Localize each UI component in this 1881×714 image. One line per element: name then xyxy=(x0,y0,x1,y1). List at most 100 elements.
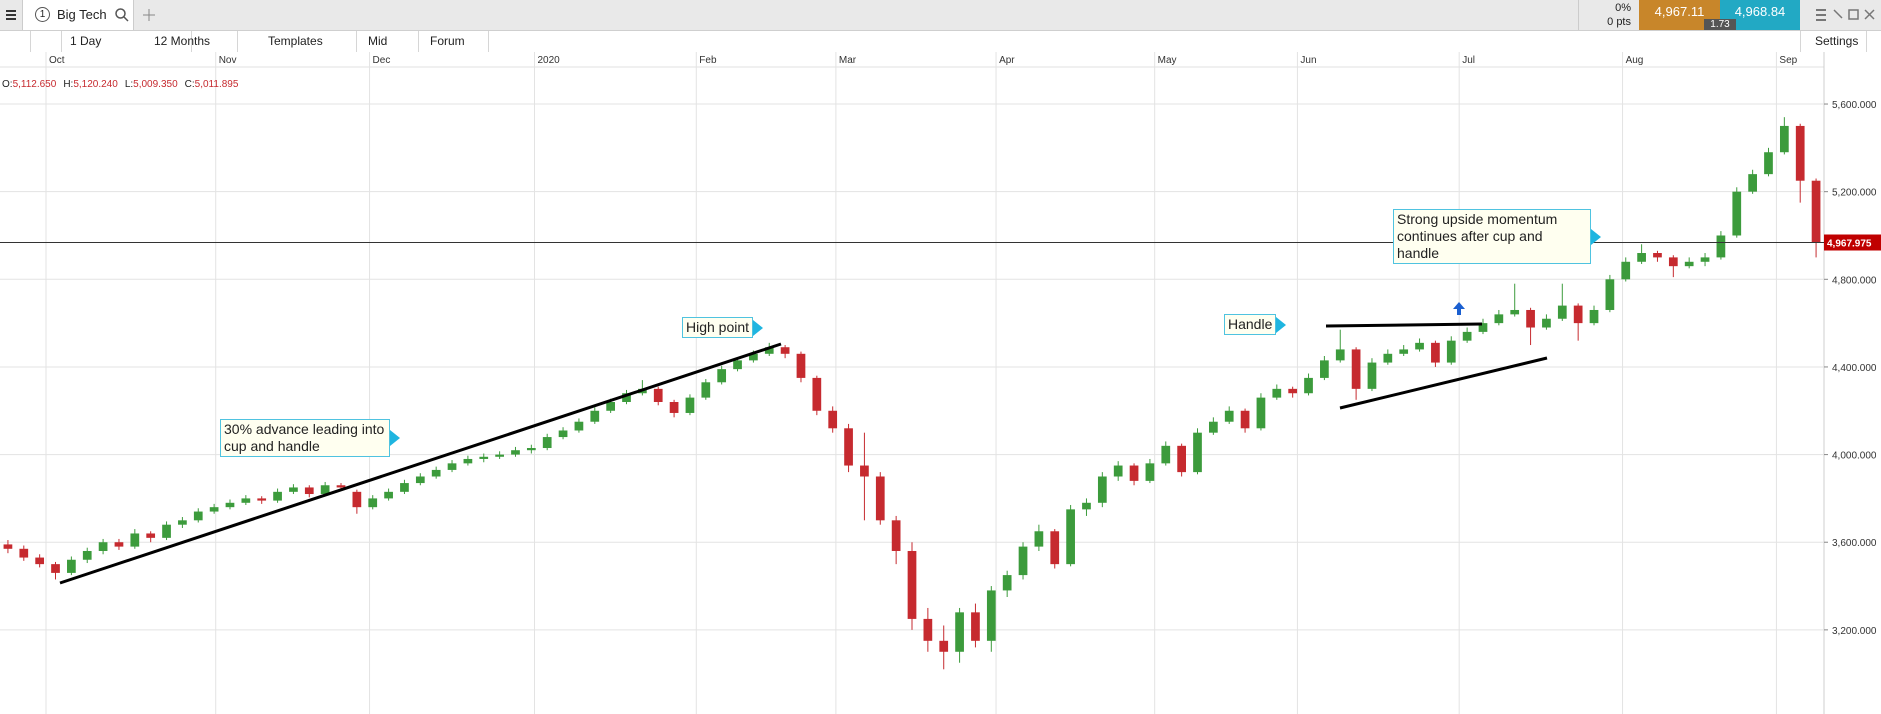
candle-body xyxy=(1526,309,1535,328)
candle-body xyxy=(812,377,822,411)
top-bar: 1 Big Tech 0% 0 pts 4,967.11 4,968.84 1.… xyxy=(0,0,1881,31)
candle-body xyxy=(1779,125,1789,153)
candle-body xyxy=(1097,476,1107,503)
candle-body xyxy=(1637,253,1646,262)
candle-body xyxy=(780,347,790,354)
candle-body xyxy=(1304,377,1313,394)
annotation[interactable]: 30% advance leading into cup and handle xyxy=(220,419,400,457)
ohlc-header: O:5,112.650 H:5,120.240 L:5,009.350 C:5,011… xyxy=(2,79,245,90)
ohlc-label: C: xyxy=(184,79,195,90)
grid-button[interactable] xyxy=(31,31,62,52)
candle-body xyxy=(400,483,409,492)
ohlc-label: L: xyxy=(124,79,134,90)
candle-body xyxy=(1811,180,1821,243)
candle-body xyxy=(1431,342,1440,363)
candle-body xyxy=(1193,432,1202,473)
change-pts: 0 pts xyxy=(1607,16,1631,28)
time-axis xyxy=(0,52,1881,67)
candle-body xyxy=(955,612,964,652)
layout-button[interactable] xyxy=(0,31,31,52)
candle-body xyxy=(669,402,679,413)
add-tab[interactable] xyxy=(142,8,156,22)
candle-body xyxy=(1335,349,1345,361)
sell-button[interactable]: 4,967.11 xyxy=(1639,0,1720,30)
candle-body xyxy=(289,487,298,492)
price-type-button[interactable]: Mid xyxy=(340,31,419,52)
candle-body xyxy=(685,397,695,413)
candle-body xyxy=(463,458,473,464)
candle-body xyxy=(717,369,727,383)
annotation[interactable]: Strong upside momentum continues after c… xyxy=(1393,209,1601,264)
candle-body xyxy=(1716,235,1726,258)
candle-body xyxy=(1351,349,1361,389)
candle-body xyxy=(1018,546,1028,576)
candle-body xyxy=(1177,445,1186,473)
candle-body xyxy=(225,502,235,508)
interval-button[interactable]: 1 Day xyxy=(62,31,192,52)
candle-body xyxy=(1002,575,1012,591)
candle-body xyxy=(1367,362,1377,389)
candle-body xyxy=(1066,509,1075,565)
candle-body xyxy=(1145,463,1155,481)
y-tick-label: 4,400.000 xyxy=(1832,363,1877,374)
chart-toolbar: 1 Day 12 Months Templates Mid Forum Sett… xyxy=(0,31,1881,53)
chart: Oct Nov Dec 2020 Feb Mar Apr May Jun Jul Aug Sep 3,2… xyxy=(0,52,1881,714)
tab[interactable]: 1 Big Tech xyxy=(23,0,134,30)
x-tick-label: Oct xyxy=(49,55,65,66)
candle-body xyxy=(875,476,885,521)
candle-body xyxy=(162,524,171,538)
window-controls[interactable] xyxy=(1812,6,1878,24)
x-tick-label: Jun xyxy=(1300,55,1316,66)
menu-button[interactable] xyxy=(0,0,23,30)
candle-body xyxy=(304,487,314,495)
candle-body xyxy=(1240,410,1250,429)
candle-body xyxy=(273,491,282,501)
grid xyxy=(0,52,1824,714)
range-button[interactable]: 12 Months xyxy=(146,31,238,52)
sell-price: 4,967.11 xyxy=(1654,4,1705,19)
forum-button[interactable]: Forum xyxy=(402,31,489,52)
candle-body xyxy=(923,618,933,641)
tab-title: Big Tech xyxy=(57,7,107,22)
candle-body xyxy=(193,511,203,521)
candle-body xyxy=(241,498,251,503)
candle-body xyxy=(1732,191,1742,236)
annotation[interactable]: Handle xyxy=(1224,314,1287,335)
x-tick-label: Aug xyxy=(1626,55,1644,66)
y-tick-label: 5,600.000 xyxy=(1832,100,1877,111)
buy-button[interactable]: 4,968.84 xyxy=(1720,0,1800,30)
search-icon[interactable] xyxy=(115,8,129,22)
ohlc-value: 5,009.350 xyxy=(133,79,178,90)
candle-body xyxy=(1494,314,1504,324)
candle-body xyxy=(1288,388,1298,394)
candle-body xyxy=(146,533,156,538)
candle-body xyxy=(1129,465,1139,481)
trend-line xyxy=(1339,356,1548,410)
candle-body xyxy=(891,520,901,551)
candle-body xyxy=(368,498,378,508)
y-tick-label: 5,200.000 xyxy=(1832,188,1877,199)
candle-body xyxy=(1542,318,1551,328)
candle-body xyxy=(495,454,504,457)
candle-body xyxy=(1764,152,1773,175)
templates-button[interactable]: Templates xyxy=(238,31,357,52)
candle-body xyxy=(178,520,187,525)
candle-body xyxy=(701,382,711,398)
x-tick-label: Nov xyxy=(219,55,237,66)
candle-body xyxy=(257,498,267,501)
candle-body xyxy=(796,353,806,378)
settings-button[interactable]: Settings xyxy=(1800,31,1868,52)
candle-body xyxy=(971,612,980,641)
candle-body xyxy=(939,640,949,652)
candle-body xyxy=(352,491,362,508)
annotation[interactable]: High point xyxy=(682,317,764,338)
x-tick-label: Apr xyxy=(999,55,1015,66)
candle-body xyxy=(415,476,425,484)
tab-number: 1 xyxy=(35,7,50,22)
candle-body xyxy=(844,428,853,466)
trend-line xyxy=(1325,322,1483,328)
y-tick-label: 3,200.000 xyxy=(1832,626,1877,637)
candle-body xyxy=(114,542,124,547)
candle-body xyxy=(764,347,774,354)
